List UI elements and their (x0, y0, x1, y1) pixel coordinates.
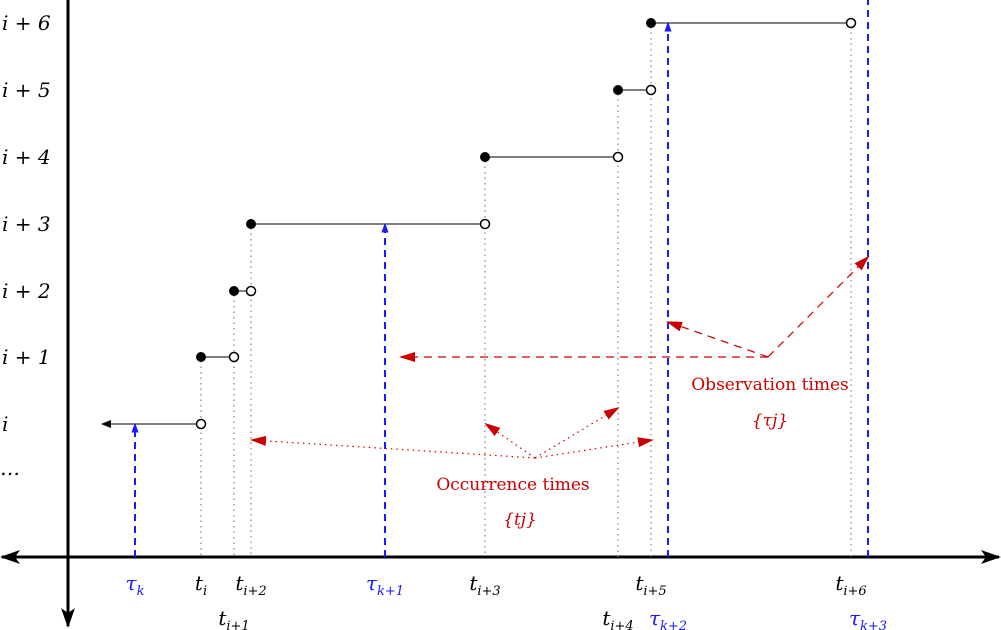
time-label-tau-k1: τk+1 (366, 571, 404, 599)
level-label: i + 2 (2, 279, 51, 303)
time-label-tau-k: τk (126, 571, 145, 599)
time-label-t-i3: ti+3 (469, 571, 500, 599)
level-label: i + 6 (2, 11, 51, 35)
occurrence-times-label: Occurrence times (436, 475, 589, 495)
open-points (195, 17, 857, 430)
time-label-t-i2: ti+2 (235, 571, 266, 599)
time-label-t-i: ti (195, 571, 207, 599)
level-label: i + 4 (2, 145, 51, 169)
observation-times-label: Observation times (691, 375, 849, 395)
time-labels: τk ti ti+2 ti+1 τk+1 ti+3 ti+5ti+4 τk+2 ti+6 τk+3 (126, 571, 888, 630)
occurrence-times-set: {tj} (503, 510, 537, 530)
occurrence-arrows (250, 406, 654, 459)
time-label-t-i5: ti+5 (635, 571, 666, 599)
observation-lines (131, 0, 869, 557)
level-label: i + 5 (2, 78, 51, 102)
level-label: i + 3 (2, 212, 51, 236)
filled-points (196, 18, 656, 362)
step-function (101, 22, 847, 428)
level-label: i (2, 412, 8, 436)
level-labels: i i + 1 i + 2 i + 3 i + 4 i + 5 i + 6 … (0, 11, 51, 480)
observation-times-set: {τj} (752, 411, 788, 431)
time-label-t-i1: ti+1 (218, 606, 249, 630)
time-label-tau-k2: τk+2 (649, 606, 687, 630)
time-label-t-i6: ti+6 (835, 571, 866, 599)
level-label: i + 1 (2, 345, 51, 369)
time-label-t-i4: ti+4 (602, 606, 633, 630)
time-label-tau-k3: τk+3 (849, 606, 887, 630)
ellipsis-label: … (0, 456, 20, 480)
observation-arrows (399, 255, 870, 362)
